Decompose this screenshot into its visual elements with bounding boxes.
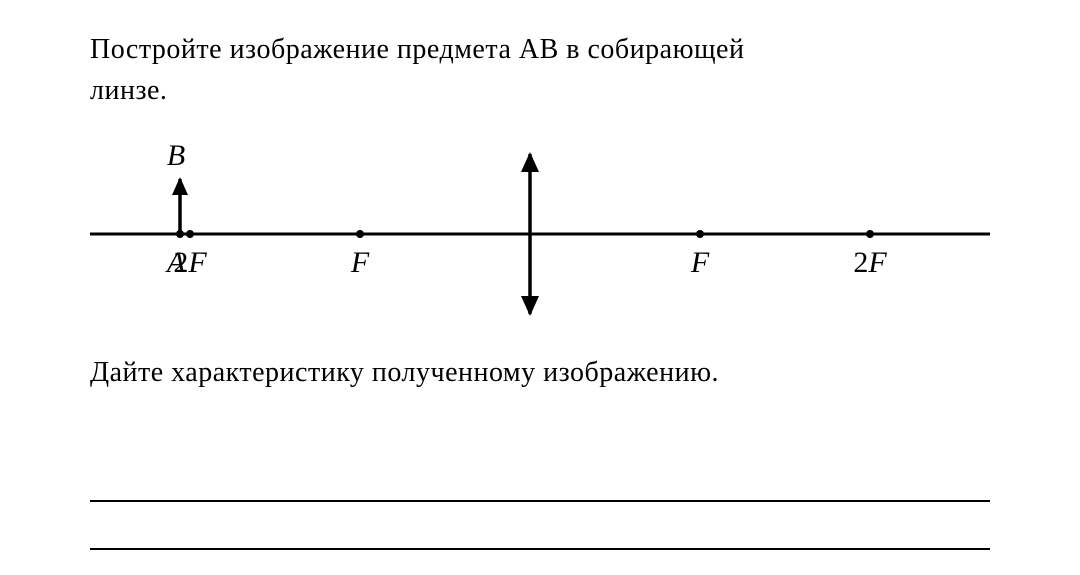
svg-text:B: B [167, 139, 185, 172]
page: Постройте изображение предмета AB в соби… [0, 0, 1080, 575]
lens-diagram: BA2FFF2F [90, 119, 990, 349]
svg-text:F: F [350, 246, 370, 279]
answer-line-1 [90, 500, 990, 502]
svg-text:F: F [690, 246, 710, 279]
prompt-line-2: линзе. [90, 71, 990, 112]
svg-text:2F: 2F [853, 246, 887, 279]
svg-text:2F: 2F [173, 246, 207, 279]
characterize-prompt: Дайте характеристику полученному изображ… [90, 353, 990, 394]
answer-line-2 [90, 548, 990, 550]
lens-diagram-svg: BA2FFF2F [90, 119, 990, 349]
prompt-line-1: Постройте изображение предмета AB в соби… [90, 30, 990, 71]
